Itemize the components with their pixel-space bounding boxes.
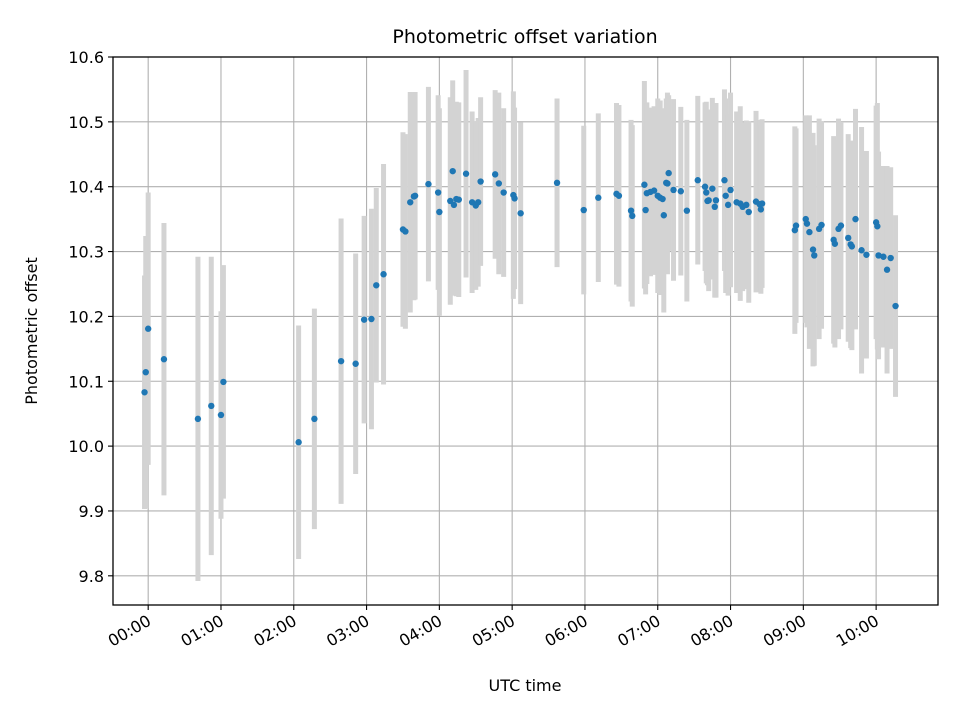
data-point — [436, 208, 443, 216]
data-point — [703, 189, 710, 196]
plot-area-frame — [112, 56, 939, 606]
data-point — [831, 240, 839, 247]
data-point — [407, 199, 414, 206]
y-tick-label: 9.8 — [79, 567, 104, 586]
data-point — [694, 177, 701, 184]
data-point — [743, 201, 750, 209]
data-point — [745, 208, 752, 216]
data-point — [757, 206, 765, 213]
data-point — [477, 178, 484, 185]
data-point — [580, 206, 587, 214]
data-point — [495, 180, 503, 187]
data-point — [852, 215, 859, 223]
data-point — [311, 415, 318, 423]
data-point — [220, 378, 227, 386]
data-point — [883, 266, 891, 273]
data-point — [721, 177, 728, 184]
data-point — [701, 183, 709, 190]
data-point — [711, 203, 718, 211]
data-point — [627, 207, 635, 214]
data-point — [217, 411, 225, 419]
data-point — [874, 223, 881, 230]
y-tick-label: 10.0 — [68, 437, 104, 456]
data-point — [449, 167, 456, 175]
data-point — [806, 228, 813, 236]
data-point — [845, 234, 852, 242]
data-point — [595, 194, 602, 201]
data-point — [142, 368, 149, 376]
data-point — [848, 243, 856, 250]
data-point — [863, 251, 870, 258]
data-point — [511, 195, 518, 202]
data-point — [141, 389, 148, 396]
data-point — [373, 282, 380, 289]
y-tick-label: 10.6 — [68, 48, 104, 67]
data-point — [664, 180, 671, 187]
data-point — [517, 210, 524, 217]
data-point — [670, 186, 677, 194]
data-point — [462, 170, 470, 177]
y-tick-label: 9.9 — [79, 502, 104, 521]
data-point — [425, 180, 432, 188]
data-point — [665, 169, 672, 177]
data-point — [402, 228, 409, 235]
data-point — [712, 197, 720, 204]
data-point — [411, 192, 419, 199]
data-point — [727, 186, 734, 194]
data-point — [724, 201, 732, 209]
data-point — [809, 246, 817, 253]
data-point — [360, 316, 368, 323]
data-point — [887, 254, 894, 262]
data-point — [194, 415, 202, 423]
data-point — [858, 247, 865, 254]
data-point — [491, 171, 499, 178]
data-point — [337, 357, 345, 365]
data-point — [758, 200, 766, 207]
data-point — [818, 221, 825, 229]
data-point — [803, 220, 811, 227]
data-point — [352, 360, 359, 367]
data-point — [660, 212, 668, 219]
data-point — [705, 197, 712, 204]
data-point — [641, 181, 648, 188]
data-point — [208, 402, 215, 410]
data-point — [892, 302, 899, 310]
y-axis-label: Photometric offset — [22, 257, 41, 405]
data-point — [474, 199, 482, 206]
data-point — [650, 187, 658, 194]
x-axis-label: UTC time — [489, 676, 562, 695]
data-point — [295, 439, 302, 446]
data-point — [659, 195, 666, 203]
data-point — [450, 201, 458, 209]
y-tick-label: 10.2 — [68, 307, 104, 326]
data-point — [677, 188, 684, 195]
data-point — [380, 271, 387, 278]
data-point — [709, 185, 716, 192]
data-point — [722, 192, 729, 199]
data-point — [683, 207, 691, 214]
data-point — [792, 222, 800, 229]
data-point — [160, 356, 168, 363]
y-tick-label: 10.1 — [68, 372, 104, 391]
data-points — [141, 167, 899, 446]
y-tick-label: 10.5 — [68, 113, 104, 132]
data-point — [615, 192, 623, 199]
data-point — [629, 212, 636, 220]
y-tick-label: 10.3 — [68, 243, 104, 262]
data-point — [811, 252, 818, 259]
data-point — [553, 179, 561, 187]
data-point — [434, 189, 442, 196]
data-point — [144, 325, 152, 332]
y-axis-ticks: 9.8 9.9 10.0 10.1 10.2 10.3 10.4 10.5 10.6 — [68, 48, 113, 586]
data-point — [500, 189, 507, 196]
data-point — [455, 196, 462, 203]
chart-title: Photometric offset variation — [392, 26, 657, 48]
data-point — [880, 253, 887, 260]
data-point — [837, 222, 845, 229]
data-point — [642, 206, 649, 214]
data-point — [875, 252, 882, 259]
data-point — [368, 315, 375, 323]
y-tick-label: 10.4 — [68, 178, 104, 197]
